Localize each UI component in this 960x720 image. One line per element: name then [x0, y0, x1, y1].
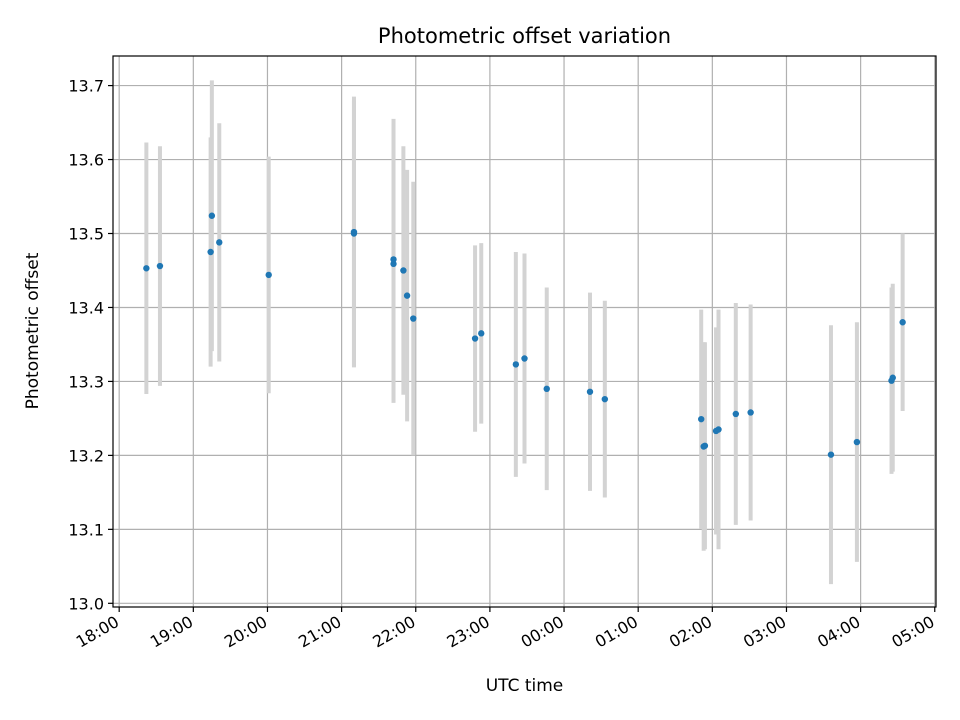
plot-area-frame	[112, 55, 937, 608]
data-point	[889, 374, 896, 381]
data-point	[701, 442, 709, 449]
data-point	[747, 409, 754, 416]
data-point	[521, 355, 528, 362]
y-axis-ticks: 13.0 13.1 13.2 13.3 13.4 13.5 13.6 13.7	[68, 77, 113, 613]
data-point	[471, 335, 479, 342]
data-point	[265, 271, 272, 279]
data-point	[853, 438, 861, 446]
y-tick-label: 13.0	[68, 594, 104, 613]
y-tick-label: 13.2	[68, 446, 104, 465]
data-point	[899, 319, 906, 326]
data-point	[216, 239, 223, 246]
y-tick-label: 13.6	[68, 151, 104, 170]
data-point	[601, 395, 609, 403]
data-point	[698, 415, 705, 423]
data-point	[403, 292, 411, 299]
y-tick-label: 13.4	[68, 298, 104, 317]
data-point	[400, 267, 407, 274]
y-tick-label: 13.3	[68, 372, 104, 391]
data-point	[390, 256, 397, 263]
data-point	[543, 385, 550, 393]
data-point	[350, 230, 358, 237]
data-point	[207, 248, 214, 256]
data-point	[715, 426, 722, 433]
data-point	[410, 315, 417, 322]
data-point	[732, 410, 740, 418]
data-point	[208, 212, 216, 219]
data-point	[143, 265, 150, 272]
data-point	[512, 361, 520, 368]
data-point	[390, 260, 397, 268]
data-point	[156, 262, 164, 270]
chart-title: Photometric offset variation	[378, 24, 671, 48]
x-axis-title: UTC time	[486, 676, 564, 696]
y-tick-label: 13.5	[68, 225, 104, 244]
y-axis-title: Photometric offset	[23, 252, 43, 409]
y-tick-label: 13.1	[68, 520, 104, 539]
data-points	[143, 212, 906, 458]
y-tick-label: 13.7	[68, 77, 104, 96]
data-point	[827, 451, 835, 458]
data-point	[478, 330, 485, 337]
data-point	[586, 388, 594, 395]
